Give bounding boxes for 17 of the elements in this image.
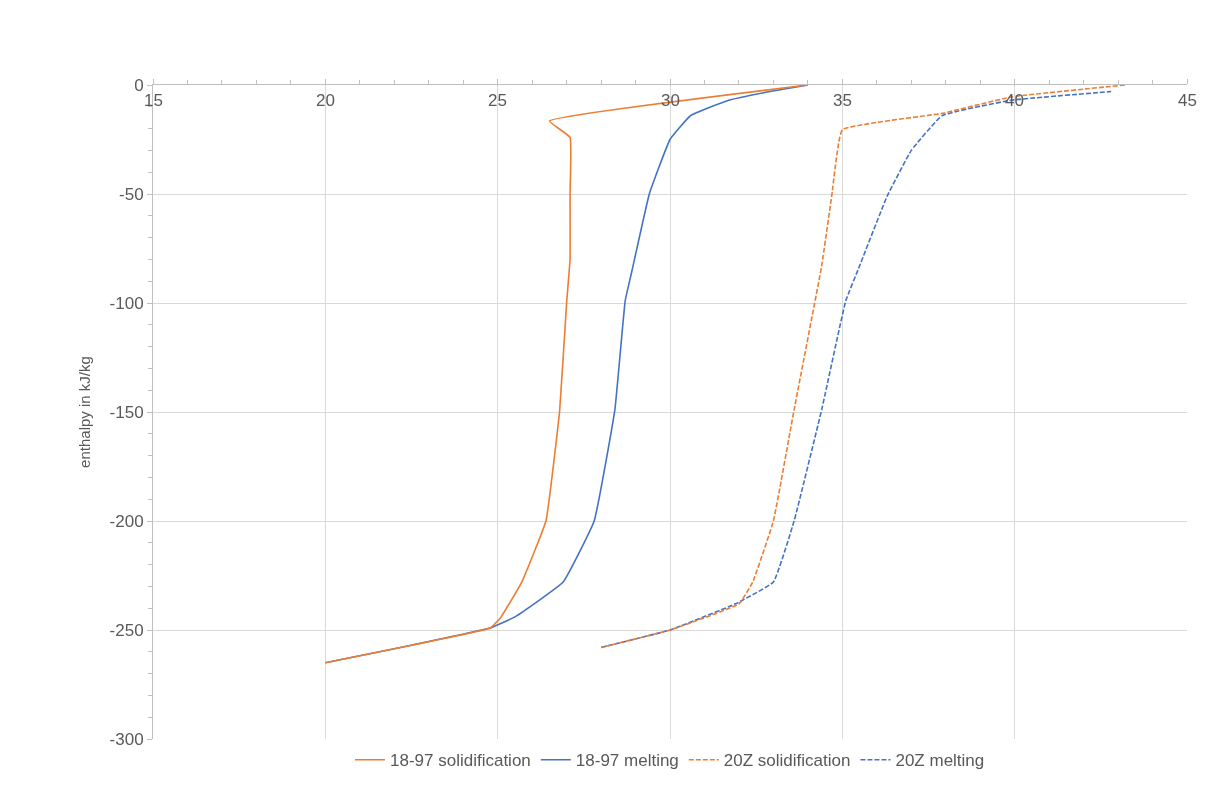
legend-label: 20Z melting [895, 751, 985, 771]
y-tick-label: -250 [109, 620, 144, 640]
x-tick-label: 20 [316, 91, 335, 110]
legend-label: 18-97 solidification [390, 751, 531, 771]
y-axis-title: enthalpy in kJ/kg [75, 356, 93, 468]
y-tick-label: -50 [119, 184, 144, 204]
y-tick-label: -100 [109, 293, 144, 313]
x-tick-label: 25 [488, 91, 507, 110]
legend-label: 20Z solidification [723, 751, 851, 771]
y-tick-label: -200 [109, 511, 144, 531]
y-tick-label: 0 [134, 75, 144, 95]
x-tick-label: 45 [1178, 91, 1197, 110]
legend-label: 18-97 melting [575, 751, 679, 771]
x-tick-label: 35 [833, 91, 852, 110]
x-tick-label: 15 [144, 91, 163, 110]
y-tick-label: -150 [109, 402, 144, 422]
y-tick-label: -300 [109, 729, 144, 749]
